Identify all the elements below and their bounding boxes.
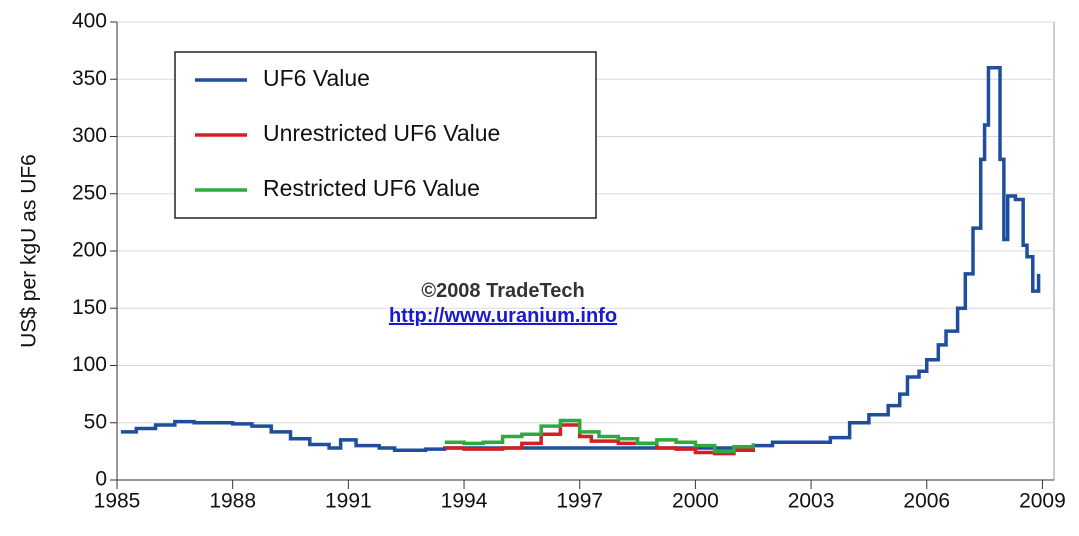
y-tick-label: 150: [72, 296, 107, 319]
link[interactable]: http://www.uranium.info: [389, 305, 617, 327]
x-tick-label: 2009: [1019, 490, 1066, 513]
y-tick-label: 200: [72, 239, 107, 262]
x-tick-label: 1997: [556, 490, 603, 513]
series-line: [444, 418, 755, 454]
annotation: ©2008 TradeTech: [421, 280, 584, 302]
x-tick-label: 1988: [209, 490, 256, 513]
y-tick-label: 100: [72, 353, 107, 376]
y-tick-label: 250: [72, 181, 107, 204]
x-tick-label: 1985: [94, 490, 141, 513]
y-tick-label: 0: [95, 468, 107, 491]
y-tick-label: 400: [72, 10, 107, 33]
y-axis-label: US$ per kgU as UF6: [18, 154, 41, 348]
y-tick-label: 50: [84, 410, 107, 433]
x-tick-label: 2003: [788, 490, 835, 513]
legend-label: UF6 Value: [263, 65, 370, 91]
x-tick-label: 1994: [441, 490, 488, 513]
x-tick-label: 2000: [672, 490, 719, 513]
x-tick-label: 2006: [903, 490, 950, 513]
y-tick-label: 350: [72, 67, 107, 90]
y-tick-label: 300: [72, 124, 107, 147]
legend-label: Unrestricted UF6 Value: [263, 120, 500, 146]
x-tick-label: 1991: [325, 490, 372, 513]
series-line: [120, 66, 1041, 452]
legend-label: Restricted UF6 Value: [263, 175, 480, 201]
